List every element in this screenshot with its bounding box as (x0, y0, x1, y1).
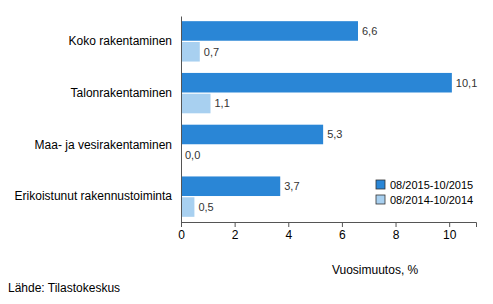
category-label: Maa- ja vesirakentaminen (35, 138, 172, 152)
source: Lähde: Tilastokeskus (8, 281, 120, 295)
data-label: 5,3 (327, 128, 342, 140)
tick: Maa- ja vesirakentaminen (35, 138, 181, 152)
legend-swatch (376, 195, 385, 204)
tick: 4 (285, 222, 292, 242)
data-label: 0,5 (198, 201, 213, 213)
tick: Talonrakentaminen (71, 86, 181, 100)
legend-label: 08/2014-10/2014 (390, 194, 473, 206)
bar (181, 73, 452, 93)
category-label: Erikoistunut rakennustoiminta (15, 189, 173, 203)
tick: 6 (339, 222, 346, 242)
tick-mark (396, 222, 397, 227)
bar (181, 94, 211, 114)
y-axis: Koko rakentaminen Talonrakentaminen Maa- j… (15, 17, 182, 223)
chart: 6,6 10,1 5,3 3,7 0,7 1,1 0,0 0,5 0 2 4 6 8 10 Koko rak… (0, 0, 493, 304)
legend-label: 08/2015-10/2015 (390, 179, 473, 191)
data-label: 0,7 (204, 46, 219, 58)
data-label: 6,6 (362, 25, 377, 37)
tick-label: 0 (178, 228, 185, 242)
axis-line (182, 223, 477, 228)
x-axis: 0 2 4 6 8 10 (178, 222, 476, 242)
tick-label: 4 (285, 228, 292, 242)
tick: Koko rakentaminen (69, 34, 181, 48)
axis-line (181, 17, 182, 223)
tick: 2 (232, 222, 239, 242)
legend-item: 08/2015-10/2015 (376, 179, 473, 191)
data-label: 3,7 (284, 180, 299, 192)
bar (181, 197, 194, 217)
tick: 10 (443, 222, 457, 242)
bar (181, 125, 323, 145)
tick-label: 8 (393, 228, 400, 242)
category-label: Talonrakentaminen (71, 86, 172, 100)
bar (181, 21, 358, 41)
category-label: Koko rakentaminen (69, 34, 172, 48)
bar (181, 42, 200, 62)
tick: 8 (393, 222, 400, 242)
data-label: 1,1 (215, 97, 230, 109)
data-label: 10,1 (456, 77, 477, 89)
legend: 08/2015-10/2015 08/2014-10/2014 (376, 179, 473, 206)
bar (181, 176, 280, 196)
tick-mark (181, 222, 182, 227)
plot: 6,6 10,1 5,3 3,7 0,7 1,1 0,0 0,5 0 2 4 6 8 10 Koko rak… (15, 17, 478, 242)
tick-label: 6 (339, 228, 346, 242)
tick-mark (449, 222, 450, 227)
tick: Erikoistunut rakennustoiminta (15, 189, 181, 203)
axis-title: Vuosimuutos, % (332, 263, 419, 277)
tick-mark (235, 222, 236, 227)
legend-swatch (376, 180, 385, 189)
data-labels: 6,6 10,1 5,3 3,7 0,7 1,1 0,0 0,5 (185, 25, 477, 213)
tick-mark (288, 222, 289, 227)
tick-label: 2 (232, 228, 239, 242)
tick-mark (342, 222, 343, 227)
legend-item: 08/2014-10/2014 (376, 194, 473, 206)
tick-label: 10 (443, 228, 457, 242)
tick: 0 (178, 222, 185, 242)
data-label: 0,0 (185, 149, 200, 161)
